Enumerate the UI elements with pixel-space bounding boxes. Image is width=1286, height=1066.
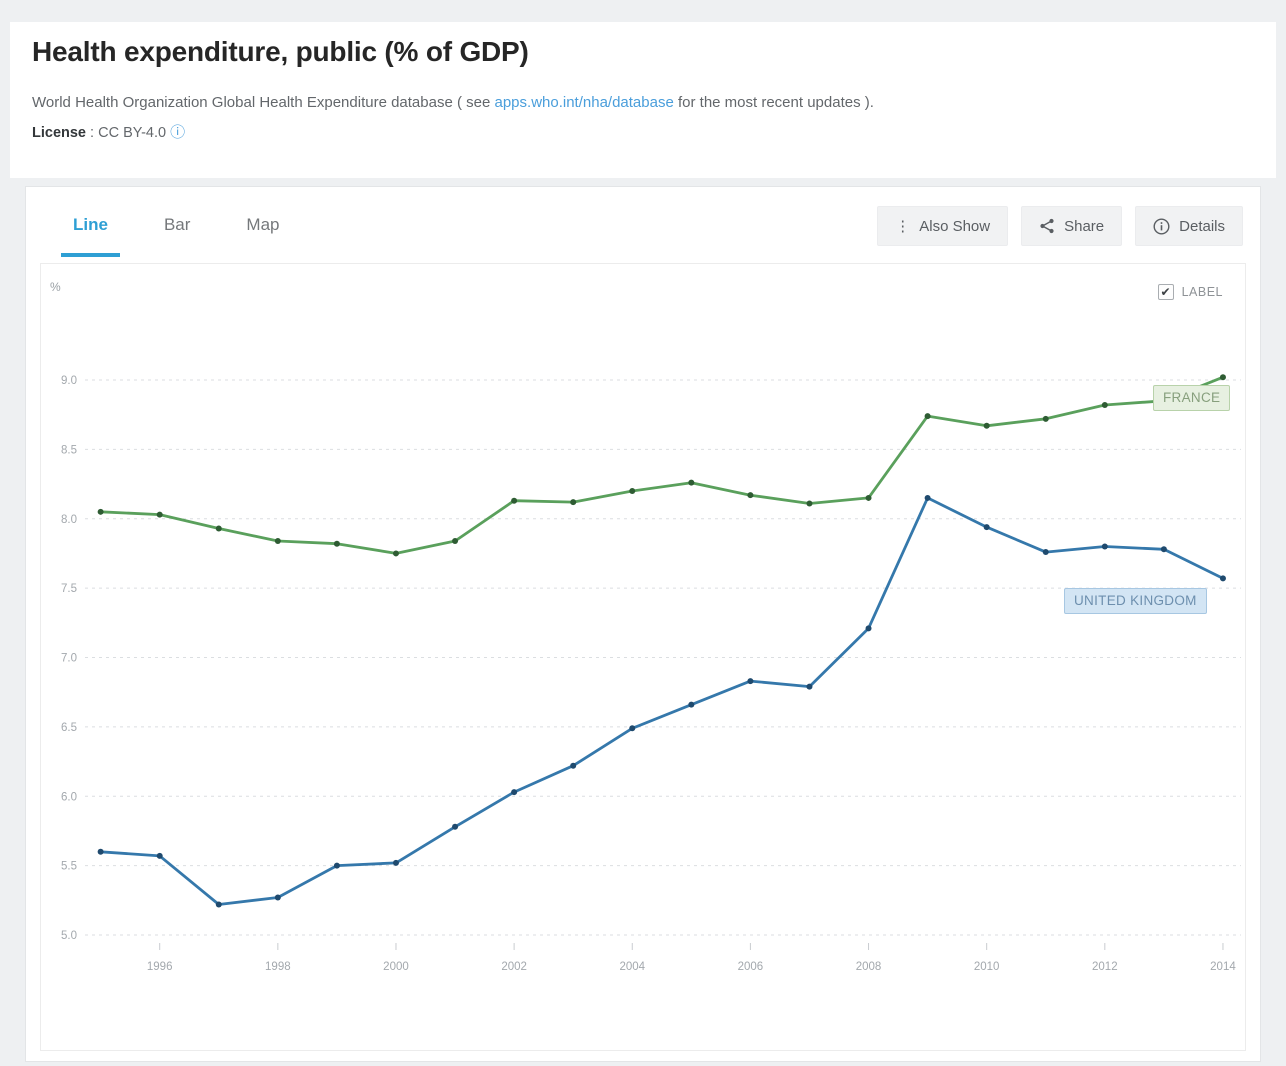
share-button[interactable]: Share [1021,206,1123,246]
series-label-france[interactable]: FRANCE [1153,385,1231,411]
x-tick-label: 2006 [738,961,764,973]
data-point[interactable] [215,525,222,532]
data-point[interactable] [1160,546,1167,553]
data-point[interactable] [1101,401,1108,408]
data-point[interactable] [511,497,518,504]
data-point[interactable] [688,479,695,486]
license-separator: : [86,125,99,141]
data-point[interactable] [333,540,340,547]
data-point[interactable] [629,488,636,494]
data-point[interactable] [274,894,281,901]
source-text-prefix: World Health Organization Global Health … [32,94,495,111]
data-point[interactable] [274,537,281,544]
data-point[interactable] [865,625,872,632]
chart-panel: % ✔ LABEL 9.0 8.5 8.0 7.5 7.0 6.5 6.0 5.5 5.0 199… [40,263,1246,1051]
data-point[interactable] [806,500,813,507]
data-point[interactable] [156,852,163,859]
chart-type-tabs: Line Bar Map [61,187,324,263]
x-tick-label: 2012 [1092,961,1118,973]
y-tick-label: 5.5 [61,861,77,873]
x-tick-label: 2014 [1210,961,1236,973]
license-info-icon[interactable]: ⓘ [170,124,186,141]
data-point[interactable] [924,494,931,501]
series-line[interactable] [99,496,1225,906]
chart-tabbar: Line Bar Map ⋮ Also Show Share [26,187,1260,263]
x-tick-label: 2000 [383,961,409,973]
y-tick-label: 9.0 [61,375,77,387]
x-tick-label: 2002 [501,961,527,973]
y-tick-label: 6.5 [61,722,77,734]
x-tick-label: 1996 [147,961,173,973]
x-tick-label: 2004 [619,961,645,973]
data-point[interactable] [688,701,695,708]
data-point[interactable] [1042,549,1049,556]
data-point[interactable] [97,508,104,515]
also-show-button[interactable]: ⋮ Also Show [877,206,1009,246]
data-point[interactable] [983,524,990,531]
data-point[interactable] [924,413,931,420]
y-axis-unit-label: % [50,280,61,294]
data-point[interactable] [1042,415,1049,422]
source-text-suffix: for the most recent updates ). [673,94,874,111]
data-point[interactable] [1219,575,1226,582]
data-point[interactable] [1219,374,1226,381]
tab-bar[interactable]: Bar [163,215,191,234]
data-point[interactable] [392,859,399,866]
series-united-kingdom[interactable] [97,494,1226,908]
y-tick-label: 7.5 [61,583,77,595]
y-tick-label: 7.0 [61,653,77,665]
info-icon [1153,217,1170,235]
data-point[interactable] [452,537,459,544]
x-tick-label: 2008 [856,961,882,973]
y-tick-label: 5.0 [61,930,77,942]
data-point[interactable] [1101,543,1108,550]
data-point[interactable] [983,422,990,429]
series-label-united-kingdom[interactable]: UNITED KINGDOM [1064,588,1207,614]
tab-line[interactable]: Line [61,187,120,257]
source-description: World Health Organization Global Health … [32,94,1254,111]
data-point[interactable] [452,823,459,830]
series-france[interactable] [97,374,1226,557]
license-value: CC BY-4.0 [98,125,167,141]
y-tick-label: 6.0 [61,791,77,803]
tab-map[interactable]: Map [246,215,280,234]
also-show-label: Also Show [919,217,991,235]
share-icon [1040,218,1054,234]
label-toggle[interactable]: ✔ LABEL [1157,284,1223,300]
share-label: Share [1064,217,1105,235]
data-point[interactable] [333,862,340,869]
data-point[interactable] [511,789,518,796]
license-line: License : CC BY-4.0 ⓘ [32,121,1254,142]
data-point[interactable] [570,499,577,506]
data-point[interactable] [156,511,163,518]
data-point[interactable] [865,494,872,501]
chart-toolbar: ⋮ Also Show Share Detail [877,206,1243,246]
data-point[interactable] [392,550,399,557]
details-button[interactable]: Details [1135,206,1243,246]
page-title: Health expenditure, public (% of GDP) [32,36,529,67]
source-database-link[interactable]: apps.who.int/nha/database [494,94,674,111]
data-point[interactable] [570,762,577,769]
data-point[interactable] [747,492,754,499]
data-point[interactable] [215,901,222,908]
series-line[interactable] [99,375,1225,555]
data-point[interactable] [806,683,813,690]
chart-card: Line Bar Map ⋮ Also Show Share [25,186,1261,1062]
details-label: Details [1179,217,1225,235]
label-checkbox-checked[interactable]: ✔ [1157,284,1174,300]
data-point[interactable] [747,678,754,685]
data-point[interactable] [97,848,104,855]
x-tick-label: 2010 [974,961,1000,973]
label-toggle-text: LABEL [1181,285,1223,299]
y-tick-label: 8.0 [61,514,77,526]
y-tick-label: 8.5 [61,444,77,456]
x-tick-label: 1998 [265,961,291,973]
license-label: License [32,125,86,141]
page-header: Health expenditure, public (% of GDP) Wo… [10,22,1276,178]
data-point[interactable] [629,725,636,732]
line-chart: 9.0 8.5 8.0 7.5 7.0 6.5 6.0 5.5 5.0 1996 1998 2000 2… [61,374,1241,973]
kebab-icon: ⋮ [895,218,911,235]
